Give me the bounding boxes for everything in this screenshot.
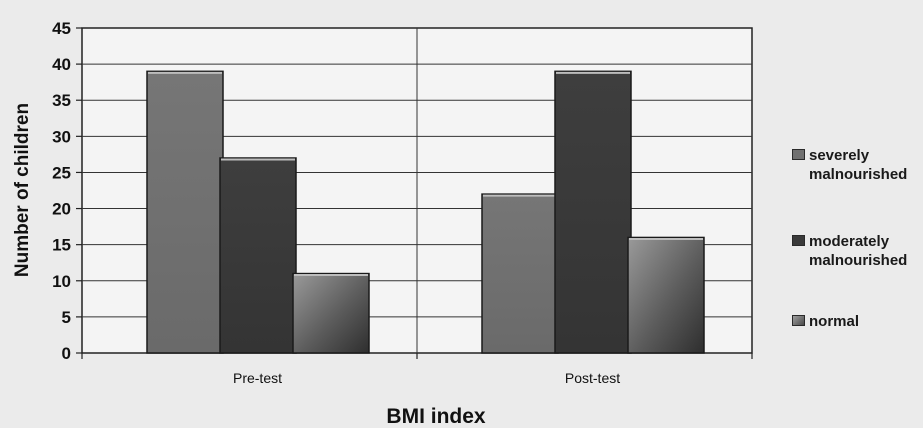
legend-label-normal: normal (809, 313, 860, 330)
bar-normal-pre-test (292, 272, 370, 354)
y-tick-label: 10 (52, 272, 71, 291)
legend-swatch-severely-malnourished (792, 149, 805, 160)
y-tick-label: 0 (62, 344, 71, 363)
y-tick-label: 20 (52, 200, 71, 219)
y-axis-label: Number of children (12, 103, 33, 277)
bar-normal-post-test (627, 236, 705, 354)
y-tick-label: 45 (52, 19, 71, 38)
y-tick-label: 35 (52, 91, 71, 110)
legend-swatch-moderately-malnourished (792, 235, 805, 246)
y-tick-label: 5 (62, 308, 71, 327)
bar-severely-malnourished-pre-test (146, 70, 224, 354)
y-tick-label: 15 (52, 236, 71, 255)
y-tick-label: 40 (52, 55, 71, 74)
legend-swatch-normal (792, 315, 805, 326)
bar-moderately-malnourished-pre-test (219, 157, 297, 354)
legend-item-severely-malnourished: severely malnourished (792, 146, 923, 184)
x-tick-label: Post-test (565, 370, 620, 386)
x-tick-label: Pre-test (233, 370, 282, 386)
legend-label-severely-malnourished: severely malnourished (809, 147, 908, 183)
y-tick-label: 30 (52, 127, 71, 146)
x-axis-label: BMI index (386, 405, 485, 428)
legend-label-moderately-malnourished: moderately malnourished (809, 233, 908, 269)
legend-item-moderately-malnourished: moderately malnourished (792, 232, 923, 270)
bar-severely-malnourished-post-test (481, 193, 559, 354)
y-tick-label: 25 (52, 163, 71, 182)
bar-moderately-malnourished-post-test (554, 70, 632, 354)
legend-item-normal: normal (792, 312, 923, 331)
